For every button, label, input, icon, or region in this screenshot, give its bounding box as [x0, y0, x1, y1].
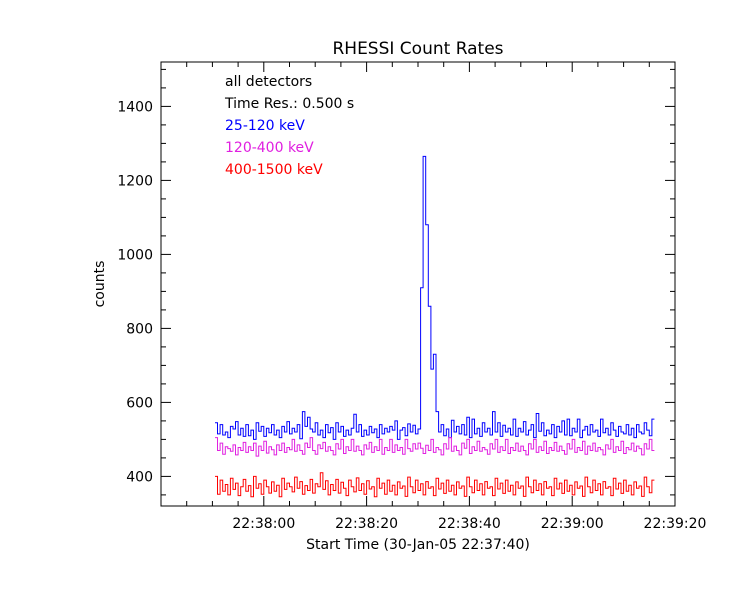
legend-25-120-kev: 25-120 keV: [225, 118, 305, 134]
x-tick-labels: 22:38:00 22:38:20 22:38:40 22:39:00 22:39:20: [232, 516, 706, 532]
annotation-time-resolution: Time Res.: 0.500 s: [224, 96, 354, 112]
series-lines: [215, 155, 655, 498]
y-tick-label: 1400: [117, 99, 153, 115]
series-line-1: [215, 155, 655, 440]
legend-400-1500-kev: 400-1500 keV: [225, 162, 323, 178]
x-tick-label: 22:38:40: [438, 516, 501, 532]
y-axis-label: counts: [92, 261, 108, 308]
annotation-detectors: all detectors: [225, 74, 312, 90]
plot-frame: [160, 61, 676, 507]
axis-ticks: [161, 62, 675, 506]
x-tick-label: 22:39:00: [541, 516, 604, 532]
y-tick-label: 400: [126, 469, 153, 485]
x-tick-label: 22:39:20: [644, 516, 707, 532]
chart-title: RHESSI Count Rates: [332, 39, 503, 59]
x-tick-label: 22:38:00: [232, 516, 295, 532]
y-tick-label: 800: [126, 321, 153, 337]
y-tick-labels: 400 600 800 1000 1200 1400: [117, 99, 153, 485]
y-tick-label: 600: [126, 395, 153, 411]
series-line-3: [215, 472, 655, 498]
x-axis-label: Start Time (30-Jan-05 22:37:40): [306, 537, 530, 553]
y-tick-label: 1000: [117, 247, 153, 263]
x-tick-label: 22:38:20: [335, 516, 398, 532]
legend: all detectors Time Res.: 0.500 s 25-120 …: [224, 74, 354, 178]
y-tick-label: 1200: [117, 173, 153, 189]
series-line-2: [215, 437, 655, 457]
legend-120-400-kev: 120-400 keV: [225, 140, 314, 156]
